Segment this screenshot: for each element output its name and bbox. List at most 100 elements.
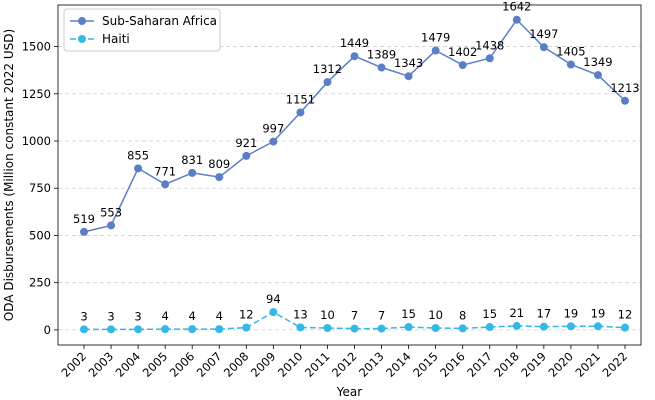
- data-point: [539, 43, 548, 52]
- y-tick-label: 500: [29, 228, 51, 242]
- data-label: 1642: [502, 0, 531, 14]
- data-point: [161, 325, 170, 334]
- data-label: 7: [351, 309, 358, 323]
- x-tick-label: 2005: [140, 349, 171, 380]
- data-point: [458, 324, 467, 333]
- data-point: [621, 323, 629, 332]
- x-tick-label: 2022: [600, 349, 631, 380]
- x-tick-label: 2019: [518, 349, 549, 380]
- data-point: [269, 308, 278, 317]
- data-label: 809: [208, 157, 230, 171]
- data-label: 1405: [556, 45, 585, 59]
- data-point: [377, 63, 386, 72]
- legend-label: Haiti: [102, 32, 130, 46]
- data-label: 1497: [529, 27, 558, 41]
- data-label: 1343: [394, 56, 423, 70]
- data-point: [350, 52, 359, 61]
- data-point: [188, 168, 197, 177]
- plot-frame: [57, 4, 642, 346]
- grid-lines: [58, 46, 641, 331]
- data-label: 10: [428, 308, 443, 322]
- data-point: [431, 46, 440, 55]
- data-point: [215, 173, 224, 182]
- axes: 0250500750100012501500200220032004200520…: [22, 4, 642, 380]
- data-point: [566, 60, 575, 69]
- data-label: 3: [107, 309, 114, 323]
- data-label: 21: [509, 306, 524, 320]
- legend: Sub-Saharan Africa Haiti: [63, 8, 221, 52]
- y-axis-title: ODA Disbursements (Million constant 2022…: [2, 29, 16, 321]
- x-tick-label: 2020: [545, 349, 576, 380]
- series-sub-saharan-africa: [80, 15, 629, 236]
- series-line: [83, 18, 626, 233]
- data-point: [458, 61, 467, 70]
- data-point: [134, 325, 143, 334]
- legend-marker: [78, 35, 86, 43]
- data-label: 1449: [340, 36, 369, 50]
- x-tick-label: 2012: [329, 349, 360, 380]
- data-label: 1312: [313, 62, 342, 76]
- data-label: 15: [401, 307, 416, 321]
- y-tick-label: 1500: [22, 40, 51, 54]
- data-point: [539, 322, 548, 331]
- x-tick-label: 2017: [464, 349, 495, 380]
- x-tick-label: 2011: [302, 349, 333, 380]
- x-tick-label: 2007: [194, 349, 225, 380]
- data-label: 12: [618, 308, 633, 322]
- data-point: [242, 151, 251, 160]
- x-tick-label: 2002: [59, 349, 90, 380]
- data-label: 13: [293, 307, 308, 321]
- data-point: [296, 108, 305, 117]
- data-label: 855: [127, 148, 149, 162]
- x-tick-label: 2003: [86, 349, 117, 380]
- data-label: 94: [266, 292, 281, 306]
- x-tick-label: 2016: [437, 349, 468, 380]
- y-tick-label: 0: [44, 323, 51, 337]
- x-tick-label: 2014: [383, 349, 414, 380]
- data-label: 19: [564, 306, 579, 320]
- data-label: 1479: [421, 31, 450, 45]
- x-tick-label: 2008: [221, 349, 252, 380]
- data-point: [107, 221, 116, 230]
- data-point: [323, 78, 332, 87]
- x-tick-label: 2013: [356, 349, 387, 380]
- data-point: [512, 15, 521, 24]
- x-tick-label: 2009: [248, 349, 279, 380]
- data-label: 3: [80, 309, 87, 323]
- data-point: [107, 325, 116, 334]
- data-label: 4: [161, 309, 168, 323]
- data-label: 7: [378, 309, 385, 323]
- y-tick-label: 750: [29, 181, 51, 195]
- data-label: 10: [320, 308, 335, 322]
- data-label: 831: [181, 153, 203, 167]
- legend-item: Sub-Saharan Africa: [70, 14, 217, 28]
- data-label: 1213: [610, 81, 639, 95]
- x-tick-label: 2004: [113, 349, 144, 380]
- x-tick-label: 2015: [410, 349, 441, 380]
- data-point: [621, 96, 629, 105]
- data-point: [134, 164, 143, 173]
- data-point: [242, 323, 251, 332]
- y-tick-label: 1000: [22, 134, 51, 148]
- data-label: 921: [235, 136, 257, 150]
- legend-marker: [78, 17, 86, 25]
- data-label: 17: [537, 307, 552, 321]
- data-point: [269, 137, 278, 146]
- data-point: [80, 227, 88, 236]
- data-label: 1389: [367, 48, 396, 62]
- data-label: 3: [134, 309, 141, 323]
- data-point: [566, 322, 575, 331]
- legend-box: [63, 8, 221, 52]
- series-haiti: [80, 308, 629, 334]
- data-point: [215, 325, 224, 334]
- x-tick-label: 2006: [167, 349, 198, 380]
- data-point: [377, 324, 386, 333]
- x-tick-label: 2018: [491, 349, 522, 380]
- data-label: 519: [73, 212, 95, 226]
- data-label: 8: [459, 308, 466, 322]
- data-point: [512, 321, 521, 330]
- x-tick-label: 2010: [275, 349, 306, 380]
- data-point: [350, 324, 359, 333]
